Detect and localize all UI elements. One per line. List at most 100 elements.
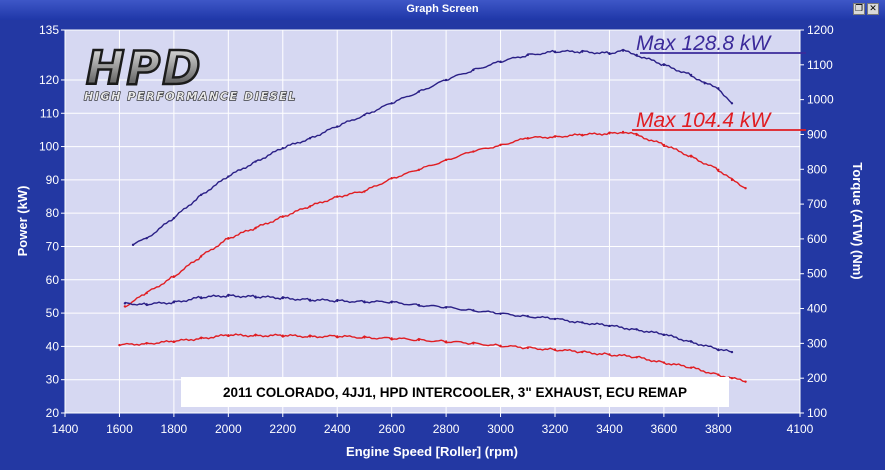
y-tick-label: 100 <box>39 140 59 154</box>
y-tick-label: 50 <box>46 306 60 320</box>
series-point-3 <box>662 333 666 336</box>
logo-text: HPD <box>86 41 202 95</box>
series-point-1 <box>689 73 693 77</box>
series-point-3 <box>172 301 176 304</box>
series-point-1 <box>662 63 666 67</box>
series-line-3 <box>124 293 733 353</box>
series-point-2 <box>363 190 366 193</box>
series-point-1 <box>227 175 230 178</box>
x-tick-label: 3200 <box>542 422 569 436</box>
x-tick-label: 2600 <box>378 422 405 436</box>
series-point-3 <box>730 350 734 354</box>
y-tick-label: 120 <box>39 73 59 87</box>
series-point-4 <box>689 366 693 369</box>
series-point-1 <box>499 60 502 63</box>
x-tick-label: 3600 <box>651 422 678 436</box>
y2-tick-label: 800 <box>807 162 827 176</box>
y2-tick-label: 1100 <box>807 58 833 72</box>
series-point-3 <box>689 340 693 343</box>
series-point-2 <box>553 135 557 138</box>
y-tick-label: 70 <box>46 239 60 253</box>
series-point-3 <box>254 295 257 298</box>
series-point-3 <box>308 298 312 302</box>
series-point-3 <box>417 303 421 307</box>
series-point-1 <box>390 102 393 105</box>
title-bar: Graph Screen ❐ ✕ <box>0 0 885 20</box>
series-point-4 <box>118 343 121 347</box>
series-point-1 <box>172 216 176 220</box>
x-tick-label: 2200 <box>269 422 296 436</box>
series-point-4 <box>363 336 366 339</box>
max2-label: Max 104.4 kW <box>636 109 772 132</box>
series-point-4 <box>635 356 638 359</box>
series-point-1 <box>472 68 475 72</box>
series-point-3 <box>123 302 127 305</box>
x-tick-label: 4100 <box>787 422 814 436</box>
y-tick-label: 80 <box>46 206 60 220</box>
plot-border <box>64 29 801 414</box>
caption-box <box>181 377 729 407</box>
series-point-4 <box>390 337 393 340</box>
max1-label: Max 128.8 kW <box>636 32 772 55</box>
y-tick-label: 20 <box>46 406 60 420</box>
close-icon[interactable]: ✕ <box>867 3 879 15</box>
series-point-2 <box>444 158 448 162</box>
x-tick-label: 2800 <box>433 422 460 436</box>
series-point-1 <box>730 102 734 105</box>
series-point-2 <box>662 143 666 147</box>
series-point-4 <box>526 346 529 350</box>
series-point-4 <box>199 336 203 340</box>
series-point-2 <box>499 143 502 147</box>
series-point-3 <box>227 294 230 297</box>
series-point-2 <box>281 215 284 218</box>
y2-tick-label: 1200 <box>807 23 834 37</box>
series-point-2 <box>123 305 127 308</box>
series-point-4 <box>608 353 611 356</box>
restore-icon[interactable]: ❐ <box>853 3 865 15</box>
plot-area <box>65 30 800 413</box>
series-point-3 <box>472 309 475 312</box>
series-point-3 <box>336 299 339 303</box>
series-point-1 <box>608 52 611 55</box>
y2-tick-label: 500 <box>807 267 827 281</box>
series-point-1 <box>553 50 557 53</box>
y-tick-label: 110 <box>40 106 59 120</box>
series-point-2 <box>308 205 312 208</box>
series-point-4 <box>172 340 176 343</box>
series-point-4 <box>417 338 421 342</box>
x-tick-label: 1800 <box>161 422 188 436</box>
y2-tick-label: 1000 <box>807 93 834 107</box>
y-tick-label: 60 <box>46 273 60 287</box>
series-point-1 <box>444 78 448 82</box>
series-point-2 <box>717 168 720 172</box>
series-point-3 <box>281 296 284 300</box>
x-tick-label: 3400 <box>596 422 623 436</box>
series-point-3 <box>390 301 393 304</box>
y2-tick-label: 900 <box>807 127 827 141</box>
series-point-2 <box>744 186 747 190</box>
series-point-2 <box>227 236 230 240</box>
series-point-4 <box>281 334 284 337</box>
series-point-2 <box>526 137 529 140</box>
series-point-2 <box>608 132 611 135</box>
series-point-1 <box>703 82 706 85</box>
series-point-3 <box>499 312 502 315</box>
y2-tick-label: 700 <box>807 197 827 211</box>
x-tick-label: 1400 <box>52 422 79 436</box>
y-tick-label: 90 <box>46 173 60 187</box>
series-point-4 <box>472 342 475 345</box>
series-point-3 <box>608 324 611 328</box>
y2-tick-label: 100 <box>807 406 827 420</box>
series-point-2 <box>581 133 584 137</box>
y2-axis-title: Torque (ATW) (Nm) <box>850 162 865 279</box>
series-point-2 <box>254 226 257 230</box>
series-point-2 <box>145 291 148 295</box>
series-point-2 <box>172 275 176 278</box>
series-point-1 <box>717 87 720 90</box>
series-point-1 <box>363 113 366 117</box>
x-tick-label: 2000 <box>215 422 242 436</box>
series-point-2 <box>390 177 393 180</box>
series-group <box>118 48 747 383</box>
series-point-1 <box>308 137 312 140</box>
